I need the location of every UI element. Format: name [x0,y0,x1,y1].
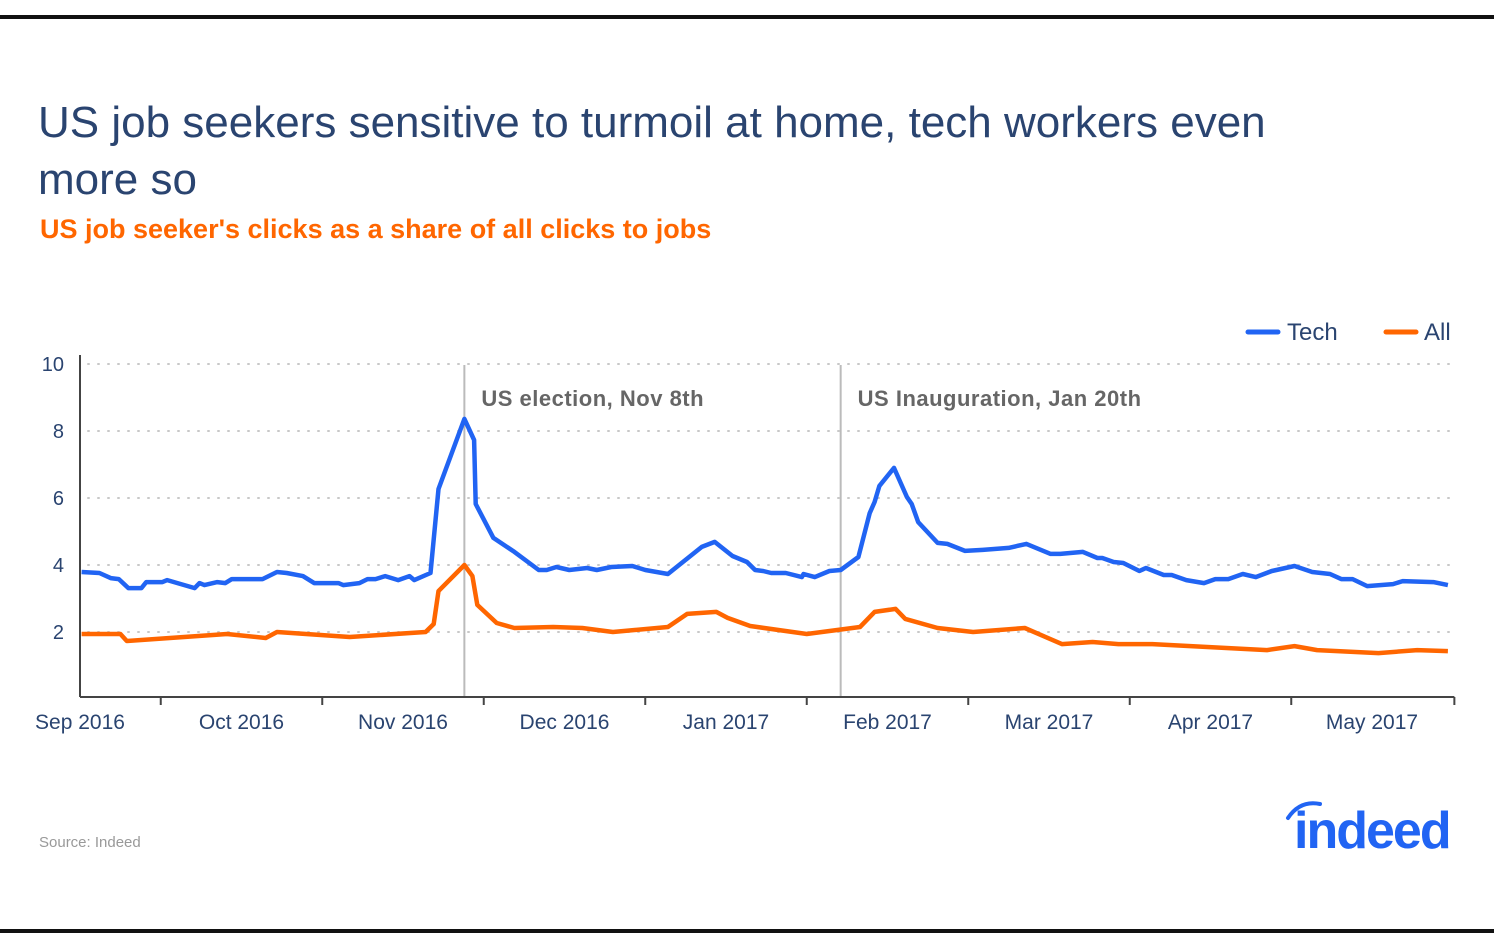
bottom-border [0,929,1494,933]
y-tick-label: 8 [53,421,64,443]
y-tick-label: 4 [53,555,64,577]
source-note: Source: Indeed [39,834,141,851]
top-border [0,15,1494,19]
indeed-logo: indeed [1286,801,1452,856]
annotation-label: US Inauguration, Jan 20th [858,386,1142,411]
chart-subtitle: US job seeker's clicks as a share of all… [40,214,712,244]
chart-title: US job seekers sensitive to turmoil at h… [38,98,1266,204]
x-tick-label: Apr 2017 [1168,711,1253,734]
x-tick-label: Feb 2017 [843,711,932,734]
axes: 2 4 6 8 10 Sep 2016 Oct 2016 Nov 2016 Dec 2016 Ja… [35,354,1456,734]
y-tick-label: 10 [42,354,64,376]
x-tick-label: Dec 2016 [520,711,610,734]
y-tick-label: 2 [53,622,64,644]
series-line-all [81,562,1448,656]
legend-label-all: All [1424,319,1451,346]
x-tick-label: Sep 2016 [35,711,125,734]
legend: Tech All [1245,319,1451,346]
annotations: US election, Nov 8th US Inauguration, Jan… [463,365,1142,697]
x-tick-label: Nov 2016 [358,711,448,734]
x-tick-label: Oct 2016 [199,711,284,734]
x-tick-label: May 2017 [1326,711,1418,734]
x-tick-label: Jan 2017 [683,711,769,734]
series-lines [81,416,1449,656]
x-tick-label: Mar 2017 [1005,711,1094,734]
svg-text:indeed: indeed [1294,802,1450,856]
y-tick-label: 6 [53,488,64,510]
series-line-tech [81,416,1449,591]
gridlines [87,363,1459,633]
legend-label-tech: Tech [1287,319,1338,346]
annotation-label: US election, Nov 8th [481,386,704,411]
